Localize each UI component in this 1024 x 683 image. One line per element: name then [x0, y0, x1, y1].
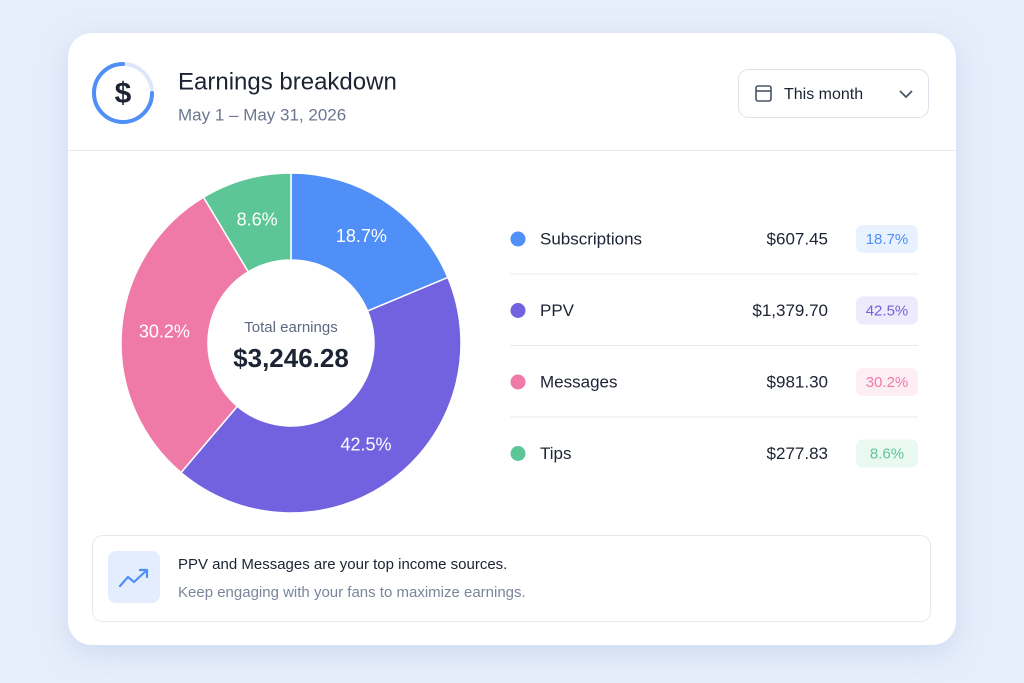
- subtitle: May 1 – May 31, 2026: [178, 105, 346, 124]
- slice-label: 8.6%: [237, 209, 278, 229]
- icon-symbol: $: [115, 77, 132, 110]
- legend-name: Messages: [540, 372, 617, 391]
- dropdown-label[interactable]: This month: [784, 86, 863, 103]
- insight-box: [92, 535, 931, 622]
- donut-chart: 18.7% 42.5% 30.2% 8.6%: [120, 172, 462, 514]
- center-value: $3,246.28: [233, 343, 349, 373]
- legend-dot: [510, 446, 526, 461]
- trend-icon: [118, 568, 149, 588]
- legend-name: PPV: [540, 301, 575, 320]
- legend-dot: [510, 231, 526, 247]
- donut-slice: [179, 276, 462, 514]
- legend-amount: $607.45: [767, 229, 828, 248]
- legend-amount: $981.30: [767, 372, 828, 391]
- legend-dot: [510, 303, 526, 318]
- slice-label: 42.5%: [340, 434, 391, 454]
- filter-dropdown[interactable]: This month: [738, 69, 929, 118]
- dropdown-box[interactable]: [738, 69, 929, 118]
- percent-badge-label: 18.7%: [866, 231, 909, 248]
- percent-badge: [856, 439, 918, 468]
- legend-amount: $277.83: [767, 444, 828, 463]
- center-label: Total earnings: [244, 319, 337, 336]
- legend-amount: $1,379.70: [752, 301, 828, 320]
- insight-icon-bg: [108, 551, 160, 603]
- icon-arc: [92, 62, 154, 124]
- legend-name: Subscriptions: [540, 229, 642, 248]
- legend-name: Tips: [540, 444, 572, 463]
- percent-badge-label: 30.2%: [866, 374, 909, 391]
- donut-slice: [290, 172, 449, 312]
- percent-badge-label: 8.6%: [870, 445, 904, 462]
- donut-slice: [202, 172, 292, 273]
- insight-text: Keep engaging with your fans to maximize…: [178, 584, 526, 601]
- chevron: [899, 90, 913, 99]
- percent-badge: [856, 368, 918, 396]
- donut-slice: [120, 196, 250, 474]
- slice-label: 30.2%: [139, 321, 190, 341]
- insight-title: PPV and Messages are your top income sou…: [178, 556, 507, 573]
- percent-badge: [856, 296, 918, 325]
- legend-dot: [510, 374, 526, 390]
- percent-badge: [856, 225, 918, 253]
- legend: Subscriptions $607.45 18.7% PPV $1,379.70 42.…: [510, 225, 918, 468]
- percent-badge-label: 42.5%: [866, 302, 909, 319]
- calendar-icon: [755, 85, 772, 102]
- slice-label: 18.7%: [336, 226, 387, 246]
- title: Earnings breakdown: [178, 68, 397, 95]
